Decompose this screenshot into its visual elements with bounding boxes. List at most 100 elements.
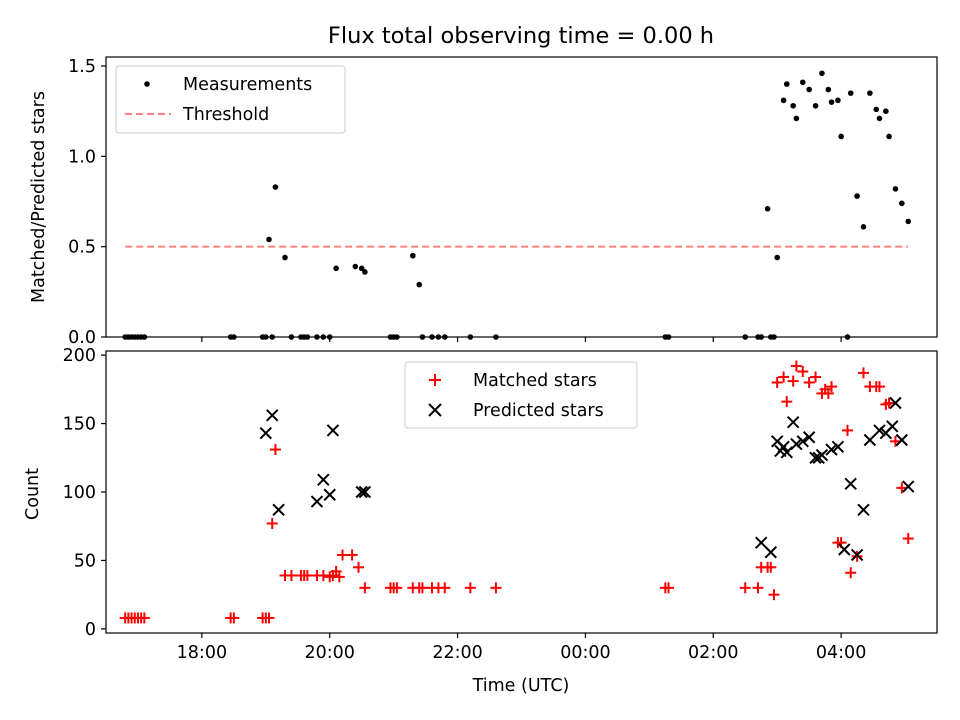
matched-star-point <box>490 582 502 594</box>
legend-predicted-marker <box>428 403 442 417</box>
top-plot-area <box>122 70 912 340</box>
bottom-axes-frame <box>105 350 938 634</box>
top-axes-frame <box>105 56 938 338</box>
measurement-point <box>892 186 899 192</box>
legend-measurements-marker <box>144 81 150 87</box>
matched-star-point <box>842 424 854 436</box>
measurement-point <box>899 200 905 207</box>
matched-star-point <box>352 561 364 573</box>
measurement-point <box>835 97 841 104</box>
measurement-point <box>905 218 912 225</box>
predicted-star-stroke <box>815 448 829 462</box>
matched-star-point <box>464 582 476 594</box>
bottom-xlabel: Time (UTC) <box>472 676 570 696</box>
bottom-legend: Matched stars Predicted stars <box>404 361 638 429</box>
predicted-star-stroke <box>902 480 915 493</box>
bottom-y-tick-label: 0 <box>85 620 96 640</box>
predicted-star-point <box>863 433 877 447</box>
predicted-star-point <box>355 485 368 499</box>
predicted-star-stroke <box>323 488 336 501</box>
bottom-axis-ticks: 18:00 20:00 22:00 00:00 02:00 04:00 0 50 100 150 2… <box>63 346 867 663</box>
measurement-point <box>828 99 835 105</box>
x-tick-label: 22:00 <box>432 643 482 663</box>
matched-star-point <box>857 367 869 379</box>
bottom-legend-box <box>404 361 638 429</box>
matched-star-point <box>359 582 371 594</box>
predicted-star-point <box>764 546 778 559</box>
figure-title: Flux total observing time = 0.00 h <box>328 23 714 49</box>
matched-star-point <box>263 612 275 624</box>
predicted-star-stroke <box>265 409 279 422</box>
measurement-point <box>806 86 812 93</box>
predicted-star-stroke <box>889 396 902 410</box>
measurement-point <box>886 133 892 140</box>
legend-predicted-label: Predicted stars <box>473 401 604 421</box>
predicted-star-stroke <box>844 477 857 490</box>
predicted-star-point <box>857 503 870 517</box>
predicted-star-stroke <box>355 485 368 499</box>
matched-star-point <box>317 570 329 582</box>
matched-star-point <box>845 567 857 579</box>
predicted-star-stroke <box>857 503 870 517</box>
predicted-star-stroke <box>802 431 816 444</box>
measurement-point <box>812 102 819 109</box>
measurement-point <box>783 81 790 87</box>
predicted-star-stroke <box>786 415 800 429</box>
measurement-point <box>838 133 844 140</box>
bottom-y-tick-label: 200 <box>63 346 96 366</box>
predicted-star-point <box>790 437 803 451</box>
legend-measurements-label: Measurements <box>183 75 312 95</box>
predicted-star-stroke <box>873 424 886 437</box>
measurement-point <box>780 97 787 104</box>
measurement-point <box>825 86 832 93</box>
matched-star-point <box>439 582 451 594</box>
matched-star-point <box>391 582 403 594</box>
predicted-star-point <box>838 543 851 556</box>
predicted-star-point <box>809 451 822 464</box>
measurement-point <box>793 115 800 122</box>
top-legend: Measurements Threshold <box>115 65 346 134</box>
predicted-star-point <box>265 409 279 422</box>
predicted-star-stroke <box>272 503 285 517</box>
matched-star-point <box>883 397 895 409</box>
x-tick-label: 18:00 <box>177 643 227 663</box>
x-tick-label: 20:00 <box>305 643 355 663</box>
bottom-y-tick-label: 100 <box>63 483 96 503</box>
matched-star-point <box>337 549 349 561</box>
measurement-point <box>819 70 825 77</box>
matched-star-point <box>803 376 815 388</box>
predicted-star-point <box>886 420 899 433</box>
predicted-star-stroke <box>317 473 330 486</box>
predicted-star-stroke <box>259 426 273 440</box>
matched-star-point <box>346 549 358 561</box>
top-y-tick-label: 1.0 <box>68 147 96 167</box>
bottom-panel: 18:00 20:00 22:00 00:00 02:00 04:00 0 50 100 150 2… <box>23 346 938 696</box>
x-tick-label: 02:00 <box>688 643 738 663</box>
predicted-star-point <box>895 433 909 447</box>
measurement-point <box>282 254 288 261</box>
measurement-point <box>416 281 423 288</box>
top-ylabel: Matched/Predicted stars <box>29 91 49 303</box>
matched-star-point <box>333 571 345 583</box>
matched-star-point <box>790 360 802 372</box>
bottom-plot-area <box>119 360 915 624</box>
predicted-star-stroke <box>326 424 340 437</box>
measurement-point <box>410 252 416 259</box>
matched-star-point <box>826 381 838 393</box>
predicted-star-point <box>323 488 336 501</box>
matched-star-point <box>822 387 834 399</box>
matched-star-point <box>768 589 780 601</box>
measurement-point <box>799 79 806 86</box>
bottom-ylabel: Count <box>23 468 43 520</box>
predicted-star-point <box>873 424 886 437</box>
measurement-point <box>333 265 339 272</box>
measurement-point <box>860 224 867 230</box>
predicted-star-point <box>786 415 800 429</box>
legend-matched-label: Matched stars <box>473 371 597 391</box>
measurement-point <box>352 263 359 270</box>
predicted-star-stroke <box>755 536 768 549</box>
matched-star-point <box>301 570 313 582</box>
measurement-point <box>876 115 883 122</box>
predicted-star-stroke <box>863 433 877 447</box>
